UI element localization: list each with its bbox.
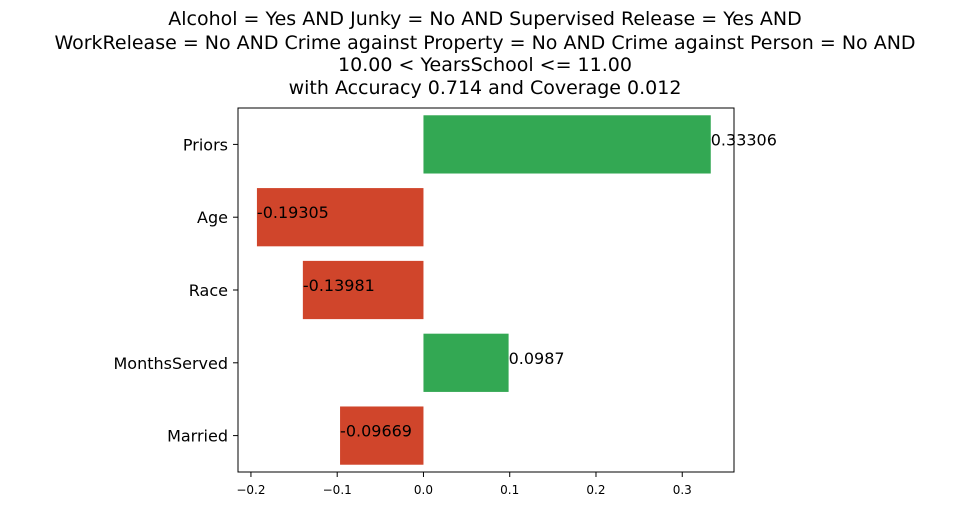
bar-married: [340, 406, 424, 465]
data-label: -0.19305: [257, 203, 329, 222]
x-tick-label: −0.1: [323, 483, 352, 497]
x-tick-label: 0.3: [673, 483, 692, 497]
x-axis: −0.2 −0.1 0.0 0.1 0.2 0.3: [236, 472, 692, 497]
x-tick-label: −0.2: [236, 483, 265, 497]
x-tick-label: 0.2: [586, 483, 605, 497]
chart-title-line: 10.00 < YearsSchool <= 11.00: [338, 54, 632, 76]
y-axis: Priors Age Race MonthsServed Married: [113, 135, 238, 446]
x-tick-label: 0.1: [500, 483, 519, 497]
y-tick-label: Priors: [183, 135, 228, 154]
data-label: -0.09669: [340, 422, 412, 441]
bar-race: [302, 260, 424, 320]
y-tick-label: Age: [197, 208, 228, 227]
data-label: 0.33306: [711, 130, 777, 149]
bar-age: [256, 188, 424, 247]
data-label: -0.13981: [303, 276, 375, 295]
y-tick-label: MonthsServed: [113, 354, 228, 373]
chart-title-line: WorkRelease = No AND Crime against Prope…: [54, 32, 915, 54]
data-labels: 0.33306 -0.19305 -0.13981 0.0987 -0.09669: [257, 130, 777, 440]
chart-title: Alcohol = Yes AND Junky = No AND Supervi…: [54, 8, 915, 99]
chart-title-line: with Accuracy 0.714 and Coverage 0.012: [289, 77, 682, 99]
y-tick-label: Married: [167, 427, 228, 446]
x-tick-label: 0.0: [414, 483, 433, 497]
data-label: 0.0987: [509, 349, 565, 368]
bar-monthsserved: [423, 333, 509, 392]
bar-priors: [423, 115, 711, 174]
y-tick-label: Race: [189, 281, 228, 300]
bars: [256, 115, 711, 465]
chart-title-line: Alcohol = Yes AND Junky = No AND Supervi…: [168, 8, 802, 30]
